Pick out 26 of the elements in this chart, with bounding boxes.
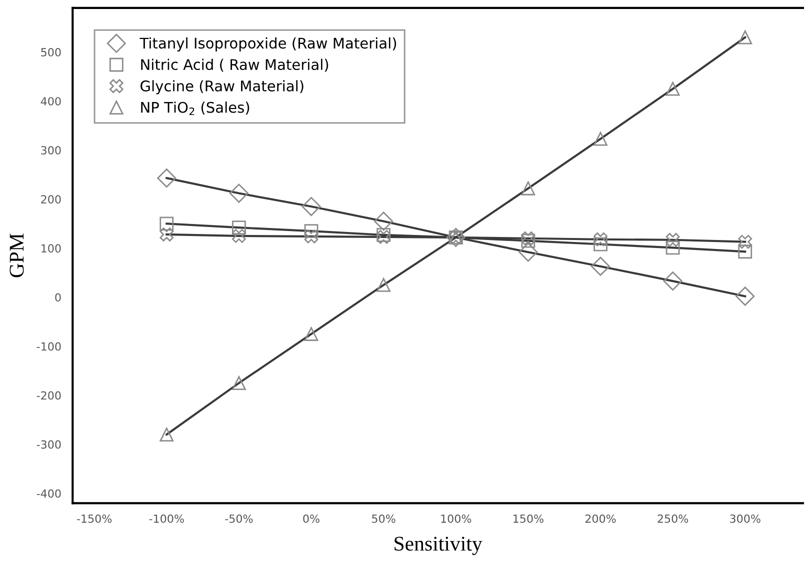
x-tick-label: 200%	[585, 514, 616, 523]
x-tick-label: -150%	[76, 514, 112, 523]
legend-label: Nitric Acid ( Raw Material)	[141, 58, 328, 72]
y-tick-label: 100	[42, 244, 61, 253]
y-tick-label: 200	[41, 195, 61, 204]
y-tick-label: -100	[36, 342, 61, 351]
x-tick-label: 100%	[441, 514, 472, 523]
x-tick-label: 150%	[514, 514, 544, 523]
legend-label: Titanyl Isopropoxide (Raw Material)	[140, 37, 396, 52]
y-tick-label: -300	[36, 440, 61, 449]
y-tick-label: -400	[36, 489, 61, 498]
x-tick-label: 0%	[303, 514, 320, 523]
x-tick-label: 300%	[730, 514, 760, 523]
x-axis-title: Sensitivity	[394, 536, 482, 556]
x-tick-label: -100%	[149, 514, 184, 523]
legend-label: NP TiO$_{2}$ (Sales)	[141, 102, 250, 116]
legend-label: Glycine (Raw Material)	[140, 80, 304, 94]
x-tick-label: 50%	[372, 514, 396, 523]
y-axis-title: GPM	[10, 234, 24, 278]
y-tick-label: -200	[36, 391, 61, 400]
x-tick-label: -50%	[225, 514, 253, 523]
x-tick-label: 250%	[658, 514, 688, 523]
y-tick-label: 300	[41, 146, 61, 155]
y-tick-label: 400	[40, 97, 61, 106]
y-tick-label: 500	[41, 48, 61, 56]
y-tick-label: 0	[55, 293, 61, 302]
